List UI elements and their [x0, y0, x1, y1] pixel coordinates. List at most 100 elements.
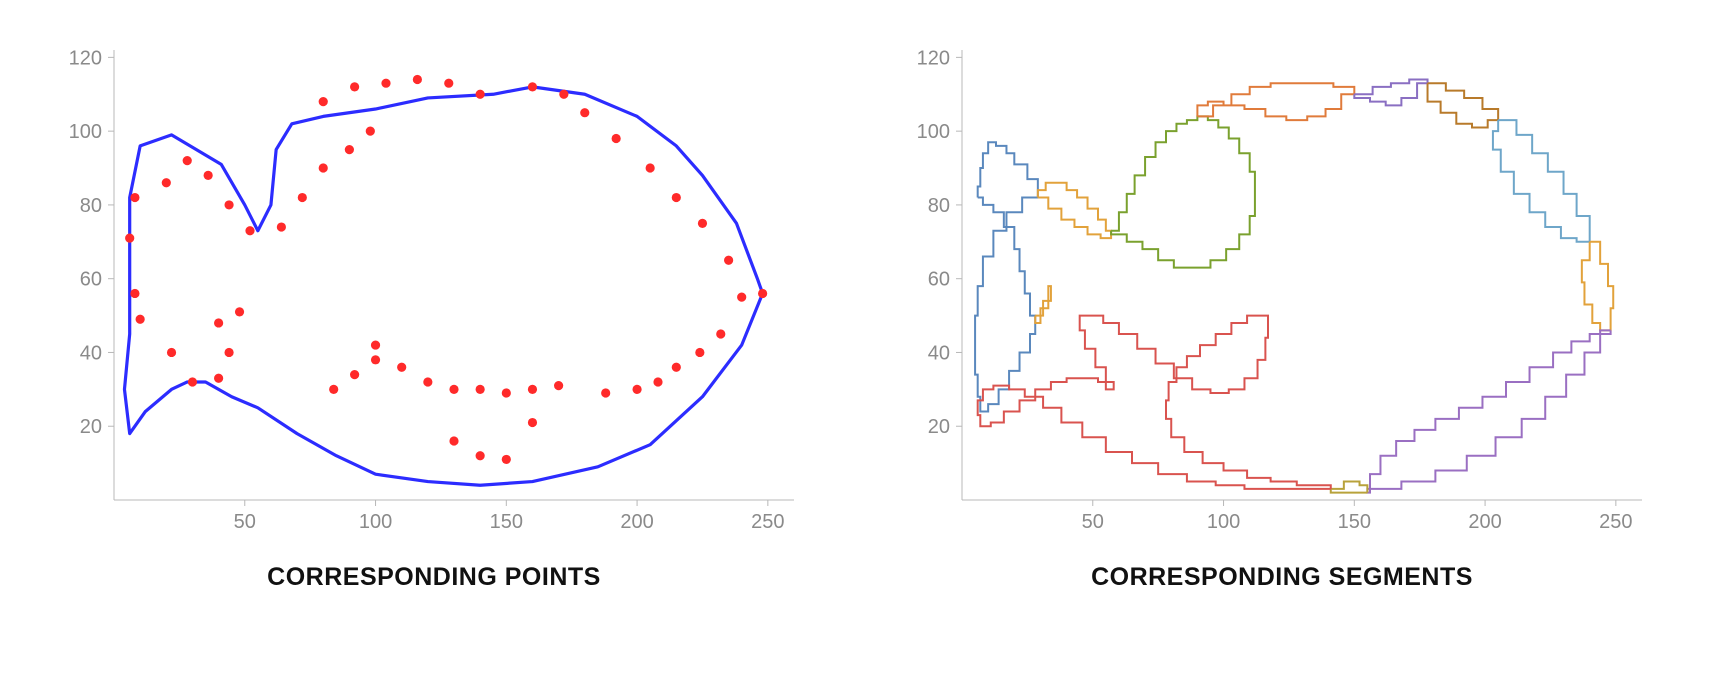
corresponding-point — [716, 329, 725, 338]
corresponding-point — [559, 90, 568, 99]
corresponding-point — [136, 315, 145, 324]
corresponding-point — [214, 318, 223, 327]
segment-path — [1582, 242, 1613, 331]
corresponding-point — [319, 97, 328, 106]
corresponding-point — [188, 377, 197, 386]
segment-path — [1428, 83, 1499, 127]
left-panel: 50 100 150 200 250 20 40 60 80 100 120 CORRESPONDI… — [44, 20, 824, 592]
y-tick-label: 100 — [917, 121, 950, 143]
x-tick-label: 200 — [620, 511, 653, 533]
corresponding-point — [130, 289, 139, 298]
left-chart: 50 100 150 200 250 20 40 60 80 100 120 — [44, 20, 824, 545]
corresponding-point — [162, 178, 171, 187]
y-tick-label: 40 — [80, 342, 102, 364]
corresponding-point — [235, 307, 244, 316]
corresponding-point — [423, 377, 432, 386]
corresponding-point — [277, 222, 286, 231]
segment-path — [1035, 286, 1051, 323]
corresponding-point — [632, 385, 641, 394]
segment-path — [975, 142, 1038, 411]
corresponding-point — [183, 156, 192, 165]
corresponding-point — [224, 200, 233, 209]
x-tick-label: 100 — [359, 511, 392, 533]
corresponding-point — [350, 370, 359, 379]
right-svg: 50 100 150 200 250 20 40 60 80 100 120 — [892, 20, 1672, 540]
corresponding-point — [528, 82, 537, 91]
corresponding-point — [381, 79, 390, 88]
y-tick-label: 100 — [69, 121, 102, 143]
right-caption: CORRESPONDING SEGMENTS — [1091, 563, 1473, 592]
x-tick-label: 200 — [1468, 511, 1501, 533]
corresponding-point — [413, 75, 422, 84]
corresponding-point — [214, 374, 223, 383]
corresponding-point — [371, 355, 380, 364]
corresponding-point — [758, 289, 767, 298]
corresponding-point — [329, 385, 338, 394]
y-tick-label: 80 — [928, 195, 950, 217]
corresponding-point — [502, 388, 511, 397]
corresponding-point — [528, 385, 537, 394]
y-tick-label: 60 — [928, 269, 950, 291]
left-caption: CORRESPONDING POINTS — [267, 563, 601, 592]
corresponding-point — [695, 348, 704, 357]
corresponding-point — [724, 256, 733, 265]
corresponding-point — [672, 193, 681, 202]
y-tick-label: 20 — [80, 416, 102, 438]
x-tick-label: 100 — [1207, 511, 1240, 533]
corresponding-point — [554, 381, 563, 390]
corresponding-point — [397, 363, 406, 372]
corresponding-point — [371, 340, 380, 349]
corresponding-point — [366, 127, 375, 136]
x-tick-label: 250 — [1599, 511, 1632, 533]
x-tick-label: 50 — [1082, 511, 1104, 533]
corresponding-point — [204, 171, 213, 180]
corresponding-point — [319, 163, 328, 172]
corresponding-point — [672, 363, 681, 372]
corresponding-point — [646, 163, 655, 172]
corresponding-point — [502, 455, 511, 464]
segment-path — [1111, 116, 1255, 267]
y-tick-label: 120 — [69, 47, 102, 69]
segment-path — [1038, 183, 1111, 238]
corresponding-point — [476, 451, 485, 460]
corresponding-point — [476, 385, 485, 394]
corresponding-point — [476, 90, 485, 99]
corresponding-point — [449, 385, 458, 394]
corresponding-point — [125, 234, 134, 243]
corresponding-point — [653, 377, 662, 386]
segment-path — [1331, 482, 1368, 493]
corresponding-point — [528, 418, 537, 427]
y-tick-label: 60 — [80, 269, 102, 291]
y-tick-label: 120 — [917, 47, 950, 69]
corresponding-point — [698, 219, 707, 228]
corresponding-point — [601, 388, 610, 397]
y-tick-label: 40 — [928, 342, 950, 364]
corresponding-point — [580, 108, 589, 117]
segment-path — [1354, 80, 1427, 106]
right-panel: 50 100 150 200 250 20 40 60 80 100 120 CORRESPONDI… — [892, 20, 1672, 592]
corresponding-point — [449, 436, 458, 445]
right-chart: 50 100 150 200 250 20 40 60 80 100 120 — [892, 20, 1672, 545]
corresponding-point — [167, 348, 176, 357]
y-tick-label: 20 — [928, 416, 950, 438]
segment-path — [1493, 120, 1590, 242]
x-tick-label: 150 — [490, 511, 523, 533]
y-tick-label: 80 — [80, 195, 102, 217]
corresponding-point — [737, 293, 746, 302]
corresponding-point — [245, 226, 254, 235]
segment-path — [1367, 330, 1610, 492]
x-tick-label: 150 — [1338, 511, 1371, 533]
x-tick-label: 50 — [234, 511, 256, 533]
fish-outline — [124, 87, 762, 485]
corresponding-point — [298, 193, 307, 202]
x-tick-label: 250 — [751, 511, 784, 533]
left-svg: 50 100 150 200 250 20 40 60 80 100 120 — [44, 20, 824, 540]
figure-container: 50 100 150 200 250 20 40 60 80 100 120 CORRESPONDI… — [0, 0, 1716, 680]
corresponding-point — [444, 79, 453, 88]
corresponding-point — [130, 193, 139, 202]
corresponding-point — [345, 145, 354, 154]
corresponding-point — [612, 134, 621, 143]
corresponding-point — [224, 348, 233, 357]
segment-path — [1197, 83, 1354, 120]
corresponding-point — [350, 82, 359, 91]
